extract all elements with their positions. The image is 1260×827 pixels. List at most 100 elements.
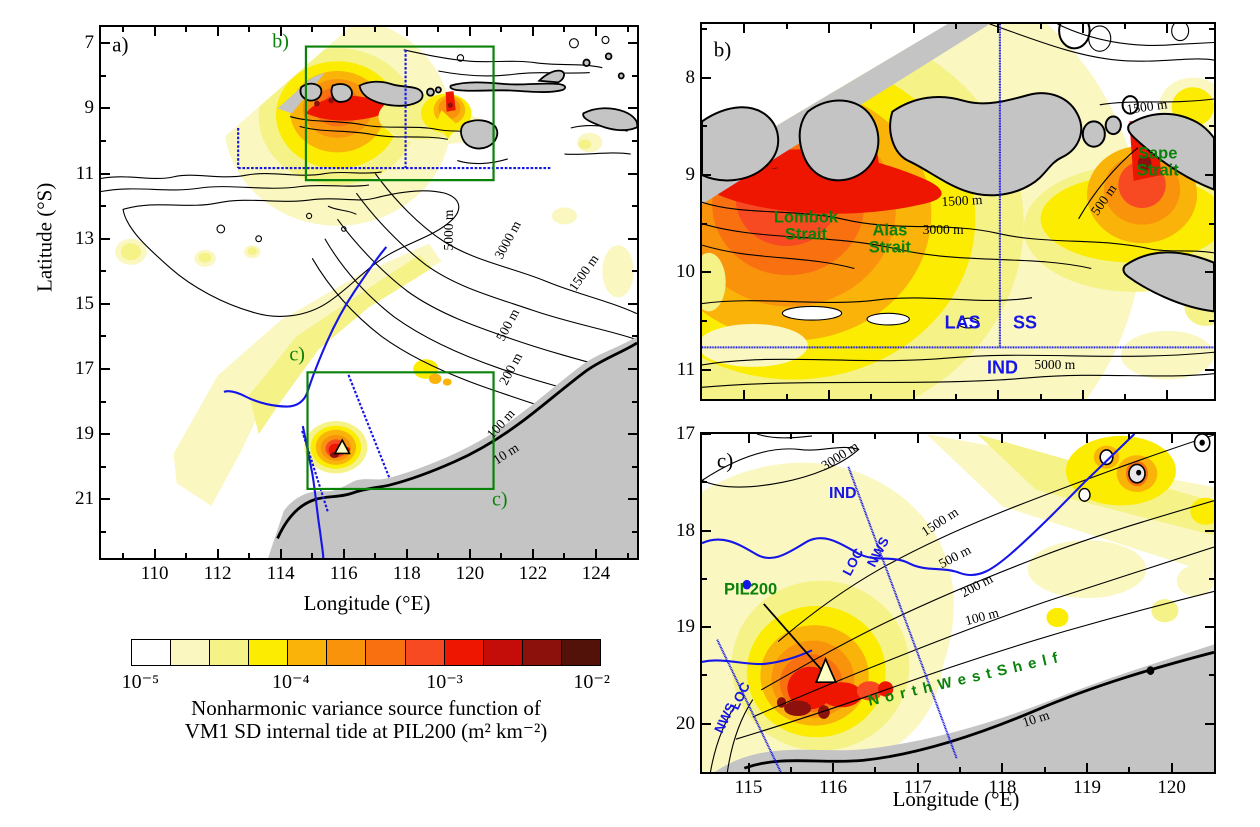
panel-a-canvas [101, 27, 637, 558]
axis-tick [595, 27, 597, 36]
x-tick-label: 112 [203, 563, 232, 584]
axis-tick [101, 205, 106, 208]
x-tick-label: 118 [392, 563, 421, 584]
axis-tick [1039, 394, 1042, 399]
axis-tick [1205, 368, 1214, 371]
axis-tick [628, 302, 637, 305]
y-tick-label: 9 [685, 163, 696, 185]
y-tick-label: 17 [75, 358, 94, 380]
axis-tick [954, 24, 957, 29]
colorbar-cell [288, 640, 328, 665]
axis-tick [997, 390, 1000, 399]
axis-tick [912, 390, 915, 399]
panel-b-canvas [702, 24, 1214, 399]
axis-tick [500, 553, 503, 558]
x-tick-label: 117 [903, 777, 932, 798]
land-masses [702, 93, 1214, 311]
axis-tick [743, 390, 746, 399]
axis-tick [374, 27, 377, 32]
axis-tick [216, 27, 219, 36]
axis-tick [1086, 434, 1089, 443]
pil200-marker [335, 440, 350, 453]
axis-tick [785, 24, 788, 29]
axis-tick [702, 271, 711, 274]
axis-tick [702, 320, 707, 323]
axis-tick [628, 42, 637, 45]
label-lombok-strait: Lombok Strait [773, 208, 838, 244]
axis-tick [912, 24, 915, 33]
axis-tick [1166, 24, 1169, 33]
x-tick-label: 114 [266, 563, 295, 584]
axis-tick [531, 27, 534, 36]
x-tick-label: 118 [988, 777, 1017, 798]
section-label-ind: IND [829, 485, 857, 503]
y-tick-label: 15 [75, 292, 94, 314]
inset-label-c-bottom: c) [492, 488, 508, 511]
axis-tick [1086, 763, 1089, 772]
panel-c-canvas [702, 434, 1214, 772]
x-axis-title-a: Longitude (°E) [303, 591, 431, 615]
y-tick-label: 19 [75, 423, 94, 445]
y-tick-label: 11 [676, 358, 695, 380]
colorbar-caption-line2: VM1 SD internal tide at PIL200 (m² km⁻²) [184, 719, 548, 743]
axis-tick [632, 530, 637, 533]
axis-tick [101, 530, 106, 533]
axis-tick [747, 763, 750, 772]
axis-tick [997, 24, 1000, 33]
colorbar-cell [171, 640, 211, 665]
axis-tick [1205, 529, 1214, 532]
y-tick-label: 10 [676, 261, 695, 283]
colorbar-cell [327, 640, 367, 665]
axis-tick [959, 767, 962, 772]
axis-tick [311, 553, 314, 558]
axis-tick [101, 107, 110, 110]
axis-tick [342, 549, 345, 558]
axis-tick [1124, 24, 1127, 29]
colorbar-cell [132, 640, 172, 665]
contour-label-1500m-mid: 1500 m [940, 192, 983, 210]
axis-tick [101, 498, 110, 501]
axis-tick [1124, 394, 1127, 399]
axis-tick [531, 549, 534, 558]
axis-tick [595, 549, 597, 558]
axis-tick [702, 173, 711, 176]
contour-label-3000m: 3000 m [922, 221, 964, 237]
axis-tick [1205, 722, 1214, 725]
axis-tick [405, 549, 408, 558]
axis-tick [468, 549, 471, 558]
axis-tick [789, 767, 792, 772]
axis-tick [311, 27, 314, 32]
contour-label-5000m: 5000 m [1034, 356, 1076, 372]
axis-tick [437, 27, 440, 32]
x-axis-title-c: Longitude (°E) [892, 787, 1020, 811]
axis-tick [101, 368, 110, 371]
colorbar-tick-1e-3: 10⁻³ [426, 671, 463, 693]
y-tick-label: 11 [75, 162, 94, 184]
axis-tick [747, 434, 750, 443]
axis-tick [1081, 24, 1084, 33]
depth-contours [702, 24, 1214, 387]
section-lines [702, 24, 1214, 347]
panel-tag-c: c) [716, 448, 734, 473]
axis-tick [632, 140, 637, 143]
axis-tick [1205, 271, 1214, 274]
x-tick-label: 119 [1073, 777, 1101, 798]
axis-tick [248, 553, 251, 558]
axis-tick [916, 434, 919, 443]
inset-label-b: b) [272, 30, 289, 53]
axis-tick [563, 553, 566, 558]
axis-tick [827, 390, 830, 399]
colorbar-cell [405, 640, 445, 665]
colorbar-tick-1e-2: 10⁻² [573, 671, 610, 693]
axis-tick [374, 553, 377, 558]
colorbar-cell [522, 640, 562, 665]
axis-tick [785, 394, 788, 399]
y-tick-label: 21 [75, 488, 94, 510]
panel-c-map: c) 3000 m IND 1500 m NWS LOC 500 m 200 m… [676, 423, 1216, 798]
axis-tick [632, 400, 637, 403]
axis-tick [628, 433, 637, 436]
colorbar-tick-1e-5: 10⁻⁵ [121, 671, 160, 693]
axis-tick [1209, 674, 1214, 677]
axis-tick [563, 27, 566, 32]
axis-tick [101, 140, 106, 143]
